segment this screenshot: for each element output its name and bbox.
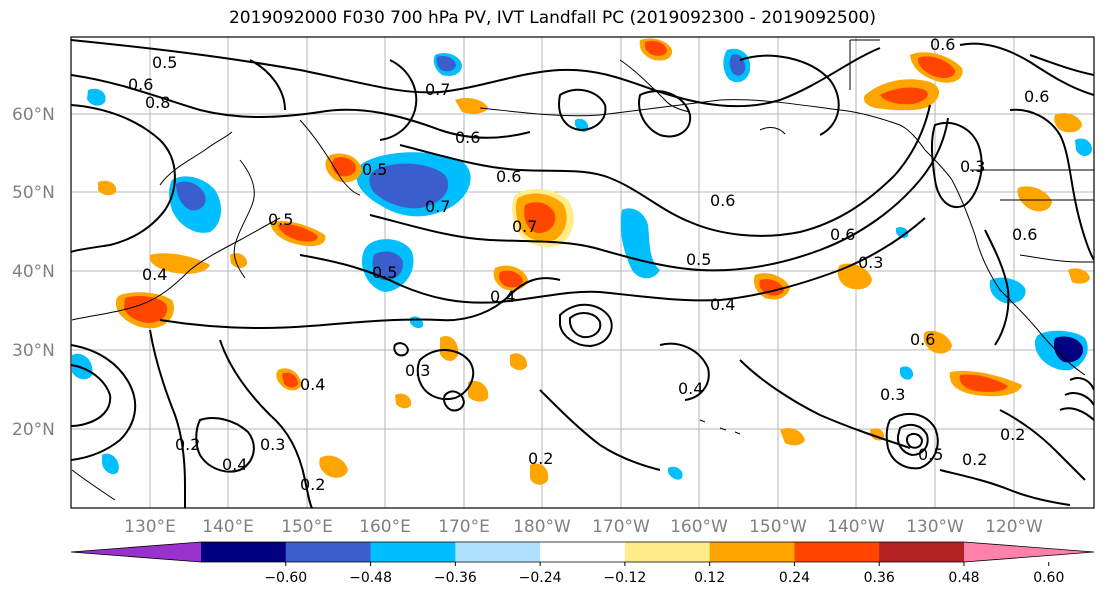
contour-label: 0.4 — [678, 379, 703, 398]
contour-label: 0.2 — [300, 475, 325, 494]
pv-contours — [71, 39, 1094, 508]
contour-label: 0.5 — [362, 160, 387, 179]
contour-label: 0.2 — [962, 450, 987, 469]
contour-label: 0.4 — [300, 375, 325, 394]
contour-labels: 0.5 0.6 0.8 0.7 0.6 0.6 0.5 0.6 0.7 0.6 … — [128, 35, 1049, 494]
colorbar-segment — [285, 542, 372, 562]
contour-label: 0.6 — [710, 191, 735, 210]
colorbar-tick-label: −0.36 — [434, 570, 477, 586]
colorbar-tick-label: −0.60 — [264, 570, 307, 586]
colorbar-tick-label: 0.12 — [694, 570, 725, 586]
contour-label: 0.4 — [142, 265, 167, 284]
contour-label: 0.6 — [496, 167, 521, 186]
colorbar-segment — [709, 542, 795, 562]
colorbar-tick-label: 0.60 — [1033, 570, 1064, 586]
colorbar-tick-label: −0.12 — [603, 570, 646, 586]
colorbar-extend-high — [964, 542, 1094, 562]
lon-label: 170°W — [592, 517, 650, 537]
contour-label: 0.6 — [128, 75, 153, 94]
contour-label: 0.2 — [528, 449, 553, 468]
colorbar — [70, 541, 1095, 563]
map-background — [71, 37, 1094, 508]
contour-label: 0.3 — [858, 253, 883, 272]
lat-label: 40°N — [12, 262, 55, 282]
colorbar-tick-label: 0.24 — [779, 570, 810, 586]
contour-label: 0.6 — [910, 330, 935, 349]
lat-label: 30°N — [12, 341, 55, 361]
contour-label: 0.3 — [880, 385, 905, 404]
contour-label: 0.5 — [152, 53, 177, 72]
contour-label: 0.4 — [490, 287, 515, 306]
pv-anomaly-fills — [72, 38, 1092, 485]
contour-label: 0.3 — [405, 361, 430, 380]
contour-label: 0.7 — [425, 197, 450, 216]
lon-label: 120°W — [985, 517, 1043, 537]
latitude-labels: 60°N 50°N 40°N 30°N 20°N — [12, 105, 55, 440]
lon-label: 180°W — [513, 517, 571, 537]
contour-label: 0.6 — [1012, 225, 1037, 244]
contour-label: 0.2 — [175, 435, 200, 454]
colorbar-tick-label: −0.48 — [349, 570, 392, 586]
map-frame — [70, 36, 1095, 509]
colorbar-segment — [624, 542, 711, 562]
lon-label: 130°E — [124, 517, 176, 537]
contour-label: 0.4 — [222, 455, 247, 474]
lat-label: 60°N — [12, 105, 55, 125]
colorbar-segment — [370, 542, 456, 562]
colorbar-extend-low — [71, 542, 201, 562]
lon-label: 140°W — [827, 517, 885, 537]
contour-label: 0.5 — [268, 210, 293, 229]
lon-label: 150°E — [281, 517, 333, 537]
contour-label: 0.6 — [455, 128, 480, 147]
colorbar-segment — [540, 542, 626, 562]
lon-label: 130°W — [906, 517, 964, 537]
colorbar-segment — [879, 542, 965, 562]
colorbar-segment — [201, 542, 287, 562]
contour-label: 0.2 — [1000, 425, 1025, 444]
contour-label: 0.5 — [686, 250, 711, 269]
lon-label: 160°E — [359, 517, 411, 537]
colorbar-segment — [455, 542, 541, 562]
colorbar-tick-label: 0.48 — [948, 570, 979, 586]
colorbar-outline — [70, 541, 1095, 563]
lon-label: 160°W — [670, 517, 728, 537]
coastlines — [71, 39, 1094, 501]
colorbar-tick-label: 0.36 — [864, 570, 895, 586]
colorbar-ticks: −0.60 −0.48 −0.36 −0.24 −0.12 0.12 0.24 0.36 0.4… — [264, 562, 1064, 586]
contour-label: 0.5 — [918, 445, 943, 464]
contour-label: 0.4 — [710, 295, 735, 314]
lat-label: 20°N — [12, 420, 55, 440]
contour-label: 0.5 — [372, 263, 397, 282]
contour-label: 0.7 — [425, 80, 450, 99]
longitude-labels: 130°E 140°E 150°E 160°E 170°E 180°W 170°… — [124, 517, 1043, 537]
lon-label: 150°W — [749, 517, 807, 537]
colorbar-segment — [794, 542, 880, 562]
lat-label: 50°N — [12, 183, 55, 203]
contour-label: 0.7 — [512, 217, 537, 236]
contour-label: 0.3 — [960, 157, 985, 176]
lon-label: 170°E — [438, 517, 490, 537]
contour-label: 0.6 — [830, 225, 855, 244]
contour-label: 0.3 — [260, 435, 285, 454]
map-title: 2019092000 F030 700 hPa PV, IVT Landfall… — [228, 8, 876, 28]
colorbar-tick-label: −0.24 — [519, 570, 562, 586]
contour-label: 0.6 — [930, 35, 955, 54]
contour-label: 0.8 — [145, 93, 170, 112]
lon-label: 140°E — [202, 517, 254, 537]
contour-label: 0.6 — [1024, 87, 1049, 106]
